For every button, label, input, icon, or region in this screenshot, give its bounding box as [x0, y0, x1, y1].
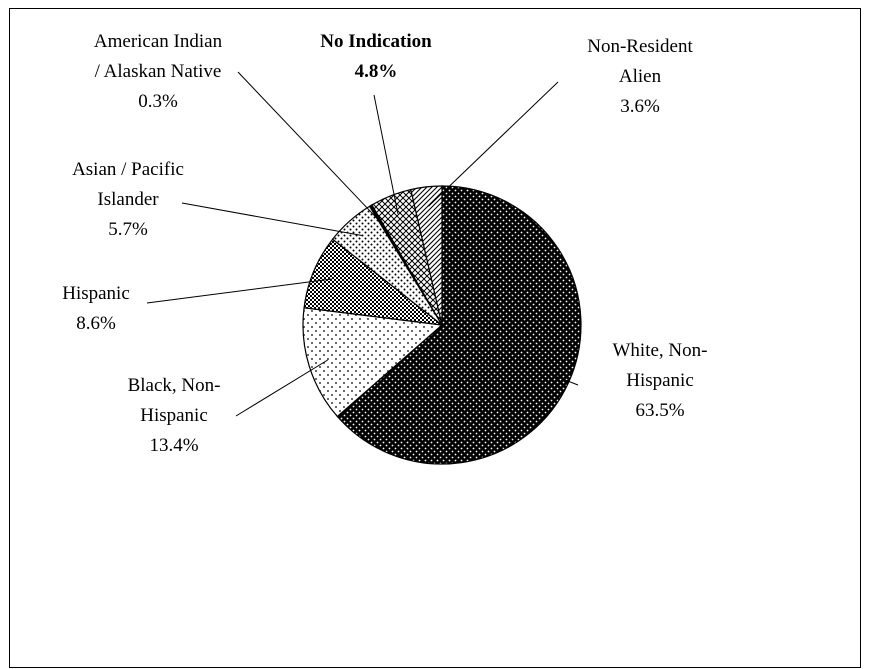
leader-line-amerind: [237, 71, 382, 223]
slice-label-white: White, Non- Hispanic 63.5%: [613, 340, 708, 421]
slice-name-amerind: American Indian: [94, 31, 223, 52]
leader-line-hispanic: [146, 278, 332, 304]
slice-name-black: Black, Non-: [128, 375, 221, 396]
slice-value-black: 13.4%: [149, 435, 198, 456]
slice-name-black: Hispanic: [140, 405, 208, 426]
slice-label-asian: Asian / Pacific Islander 5.7%: [72, 159, 184, 240]
pie-slice-black: [302, 307, 444, 418]
leader-line-noind: [373, 94, 399, 214]
slice-name-asian: Asian / Pacific: [72, 159, 184, 180]
leader-line-asian: [181, 202, 363, 237]
slice-label-black: Black, Non- Hispanic 13.4%: [128, 375, 221, 456]
slice-value-white: 63.5%: [635, 400, 684, 421]
slice-label-hispanic: Hispanic 8.6%: [62, 283, 130, 334]
slice-name-white: White, Non-: [613, 340, 708, 361]
slice-name-nonres: Alien: [619, 66, 662, 87]
slice-name-noind: No Indication: [320, 31, 432, 52]
slice-value-asian: 5.7%: [108, 219, 148, 240]
pie-slice-white: [336, 185, 582, 465]
slice-name-amerind: / Alaskan Native: [95, 61, 222, 82]
pie-chart: White, Non- Hispanic 63.5% Black, Non- Hispa…: [62, 31, 708, 465]
slice-name-white: Hispanic: [626, 370, 694, 391]
slice-name-nonres: Non-Resident: [587, 36, 693, 57]
pie-slice-nonres: [410, 185, 443, 326]
slice-label-amerind: American Indian / Alaskan Native 0.3%: [94, 31, 223, 112]
leader-line-black: [235, 359, 328, 417]
slice-name-asian: Islander: [97, 189, 159, 210]
chart-frame: White, Non- Hispanic 63.5% Black, Non- Hispa…: [9, 8, 861, 668]
leader-line-nonres: [428, 81, 559, 207]
leader-line-white: [550, 373, 579, 386]
slice-name-hispanic: Hispanic: [62, 283, 130, 304]
slice-value-amerind: 0.3%: [138, 91, 178, 112]
slice-value-nonres: 3.6%: [620, 96, 660, 117]
slice-label-nonres: Non-Resident Alien 3.6%: [587, 36, 693, 117]
slice-label-noind: No Indication 4.8%: [320, 31, 432, 82]
slice-value-hispanic: 8.6%: [76, 313, 116, 334]
slice-value-noind: 4.8%: [355, 61, 398, 82]
